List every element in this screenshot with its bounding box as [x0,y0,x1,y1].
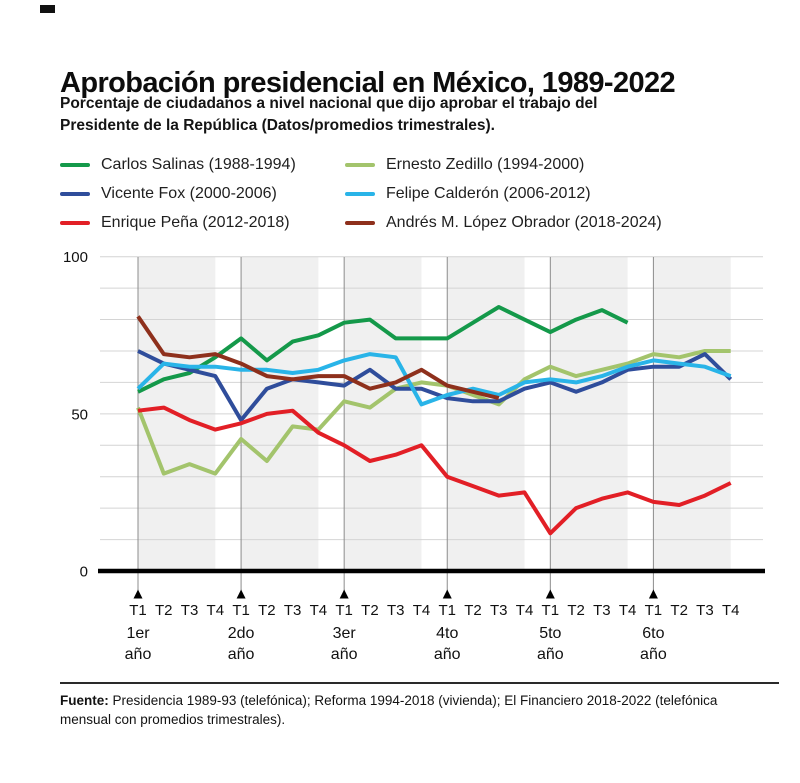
chart-subtitle-line2: Presidente de la República (Datos/promed… [60,117,495,134]
legend-item: Vicente Fox (2000-2006) [60,185,345,203]
legend-swatch-icon [60,162,90,167]
legend-label: Vicente Fox (2000-2006) [101,184,277,202]
source-note: Fuente: Presidencia 1989-93 (telefónica)… [60,691,772,729]
year-word-label: año [537,646,564,663]
chart-title: Aprobación presidencial en México, 1989-… [60,67,676,100]
year-arrow-icon [133,589,143,599]
year-word-label: año [228,646,255,663]
year-word-label: año [125,646,152,663]
x-tick-label: T4 [619,602,637,619]
series-line [136,352,732,407]
x-tick-label: T2 [155,602,173,619]
year-arrow-icon [442,589,452,599]
legend-swatch-icon [345,220,375,225]
legend-row: Carlos Salinas (1988-1994) Ernesto Zedill… [60,150,760,179]
year-word-label: año [640,646,667,663]
legend: Carlos Salinas (1988-1994) Ernesto Zedill… [60,150,760,237]
y-tick-label: 0 [80,564,88,581]
x-tick-label: T1 [645,602,663,619]
legend-row: Vicente Fox (2000-2006) Felipe Calderón (… [60,179,760,208]
legend-swatch-icon [345,162,375,167]
legend-item: Andrés M. López Obrador (2018-2024) [345,214,662,232]
x-tick-label: T1 [129,602,147,619]
x-tick-label: T2 [361,602,379,619]
x-tick-label: T2 [670,602,688,619]
year-word-label: año [331,646,358,663]
legend-label: Felipe Calderón (2006-2012) [386,184,591,202]
x-tick-label: T3 [181,602,199,619]
x-tick-label: T4 [516,602,534,619]
x-tick-label: T4 [207,602,225,619]
chart-subtitle-line1: Porcentaje de ciudadanos a nivel naciona… [60,95,598,112]
legend-label: Andrés M. López Obrador (2018-2024) [386,213,662,231]
series-line [136,315,500,401]
year-ordinal-label: 6to [642,625,664,642]
legend-item: Carlos Salinas (1988-1994) [60,156,345,174]
x-tick-label: T3 [696,602,714,619]
x-tick-label: T1 [438,602,456,619]
legend-swatch-icon [60,220,90,225]
source-label: Fuente: [60,693,109,708]
series-line [136,349,731,476]
year-arrow-icon [648,589,658,599]
legend-label: Ernesto Zedillo (1994-2000) [386,155,585,173]
series-line [137,349,733,423]
chart-subtitle: Porcentaje de ciudadanos a nivel naciona… [60,93,740,137]
y-tick-label: 50 [71,406,88,423]
series-line [137,405,732,536]
year-arrow-icon [339,589,349,599]
legend-row: Enrique Peña (2012-2018) Andrés M. López … [60,208,760,237]
x-tick-label: T4 [413,602,431,619]
x-tick-label: T3 [593,602,611,619]
y-tick-label: 100 [63,249,88,266]
year-word-label: año [434,646,461,663]
footer-divider [60,682,779,684]
legend-label: Enrique Peña (2012-2018) [101,213,290,231]
x-tick-label: T2 [258,602,276,619]
legend-item: Ernesto Zedillo (1994-2000) [345,156,584,174]
corner-artifact [40,5,55,13]
x-tick-label: T3 [284,602,302,619]
legend-swatch-icon [345,191,375,196]
year-ordinal-label: 2do [228,625,255,642]
year-arrow-icon [236,589,246,599]
x-tick-label: T1 [232,602,250,619]
year-ordinal-label: 4to [436,625,458,642]
legend-item: Enrique Peña (2012-2018) [60,214,345,232]
x-tick-label: T1 [335,602,353,619]
approval-line-chart: 100 50 0 T1 T2 T3 T4 T1 T2 T3 T4 T1 T2 T3 T4 T1 T2 T3 T4 T1… [63,249,765,663]
legend-swatch-icon [60,191,90,196]
x-tick-label: T1 [542,602,560,619]
year-ordinal-label: 3er [333,625,357,642]
legend-item: Felipe Calderón (2006-2012) [345,185,591,203]
year-arrow-icon [545,589,555,599]
legend-label: Carlos Salinas (1988-1994) [101,155,296,173]
year-ordinal-label: 1er [126,625,150,642]
year-ordinal-label: 5to [539,625,561,642]
x-tick-label: T2 [464,602,482,619]
source-text: Presidencia 1989-93 (telefónica); Reform… [60,693,718,727]
x-tick-label: T2 [567,602,585,619]
x-tick-label: T3 [387,602,405,619]
x-tick-label: T4 [310,602,328,619]
x-tick-label: T4 [722,602,740,619]
x-tick-label: T3 [490,602,508,619]
